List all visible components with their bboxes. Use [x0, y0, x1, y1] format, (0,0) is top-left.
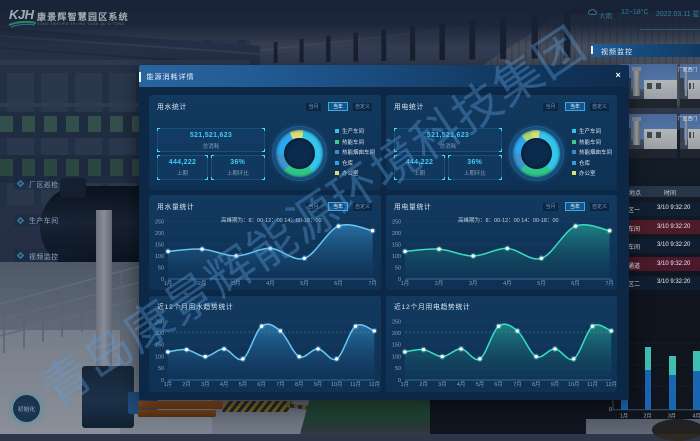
svg-text:100: 100 — [392, 254, 401, 260]
svg-text:1月: 1月 — [401, 280, 409, 287]
svg-text:3月: 3月 — [469, 280, 477, 287]
svg-text:100: 100 — [155, 254, 164, 260]
svg-text:4月: 4月 — [503, 280, 511, 287]
svg-text:250: 250 — [155, 219, 164, 225]
svg-text:0: 0 — [609, 407, 612, 413]
svg-text:100: 100 — [392, 354, 401, 360]
svg-text:7月: 7月 — [368, 280, 376, 287]
svg-text:50: 50 — [158, 366, 164, 372]
svg-text:7月: 7月 — [276, 381, 284, 388]
svg-text:11月: 11月 — [350, 381, 361, 388]
svg-text:7月: 7月 — [513, 381, 521, 388]
svg-text:9月: 9月 — [314, 381, 322, 388]
svg-text:2月: 2月 — [182, 381, 190, 388]
svg-text:4月: 4月 — [692, 413, 700, 420]
svg-text:4月: 4月 — [266, 280, 274, 287]
svg-text:10月: 10月 — [331, 381, 342, 388]
svg-text:200: 200 — [155, 231, 164, 237]
svg-text:5月: 5月 — [239, 381, 247, 388]
svg-text:4月: 4月 — [457, 381, 465, 388]
svg-text:12月: 12月 — [606, 381, 617, 388]
svg-text:1月: 1月 — [164, 381, 172, 388]
svg-text:1月: 1月 — [164, 280, 172, 287]
svg-text:150: 150 — [392, 342, 401, 348]
svg-text:0: 0 — [398, 277, 401, 283]
svg-text:0: 0 — [398, 377, 401, 383]
svg-text:5月: 5月 — [537, 280, 545, 287]
svg-text:2月: 2月 — [198, 280, 206, 287]
svg-text:12月: 12月 — [369, 381, 380, 388]
svg-text:3月: 3月 — [438, 381, 446, 388]
svg-text:5月: 5月 — [476, 381, 484, 388]
svg-text:150: 150 — [155, 242, 164, 248]
svg-text:3月: 3月 — [201, 381, 209, 388]
svg-text:250: 250 — [392, 219, 401, 225]
svg-text:250: 250 — [392, 319, 401, 325]
svg-text:50: 50 — [158, 265, 164, 271]
svg-text:0: 0 — [161, 377, 164, 383]
svg-text:6月: 6月 — [494, 381, 502, 388]
svg-text:10月: 10月 — [568, 381, 579, 388]
svg-text:50: 50 — [395, 366, 401, 372]
svg-text:7月: 7月 — [605, 280, 613, 287]
svg-text:2月: 2月 — [643, 413, 651, 420]
svg-text:6月: 6月 — [571, 280, 579, 287]
svg-text:200: 200 — [392, 331, 401, 337]
svg-text:200: 200 — [392, 231, 401, 237]
svg-text:5月: 5月 — [300, 280, 308, 287]
svg-text:100: 100 — [155, 354, 164, 360]
svg-text:3月: 3月 — [232, 280, 240, 287]
svg-text:8月: 8月 — [295, 381, 303, 388]
svg-text:250: 250 — [155, 319, 164, 325]
svg-text:2月: 2月 — [419, 381, 427, 388]
svg-text:0: 0 — [161, 277, 164, 283]
svg-text:150: 150 — [155, 342, 164, 348]
svg-text:11月: 11月 — [587, 381, 598, 388]
svg-text:150: 150 — [392, 242, 401, 248]
svg-text:200: 200 — [155, 331, 164, 337]
svg-text:4月: 4月 — [220, 381, 228, 388]
svg-text:1月: 1月 — [620, 413, 628, 420]
svg-text:6月: 6月 — [334, 280, 342, 287]
svg-text:2月: 2月 — [435, 280, 443, 287]
svg-text:8月: 8月 — [532, 381, 540, 388]
svg-text:6月: 6月 — [257, 381, 265, 388]
svg-text:3月: 3月 — [668, 413, 676, 420]
svg-text:50: 50 — [395, 265, 401, 271]
svg-text:1月: 1月 — [401, 381, 409, 388]
svg-text:9月: 9月 — [551, 381, 559, 388]
